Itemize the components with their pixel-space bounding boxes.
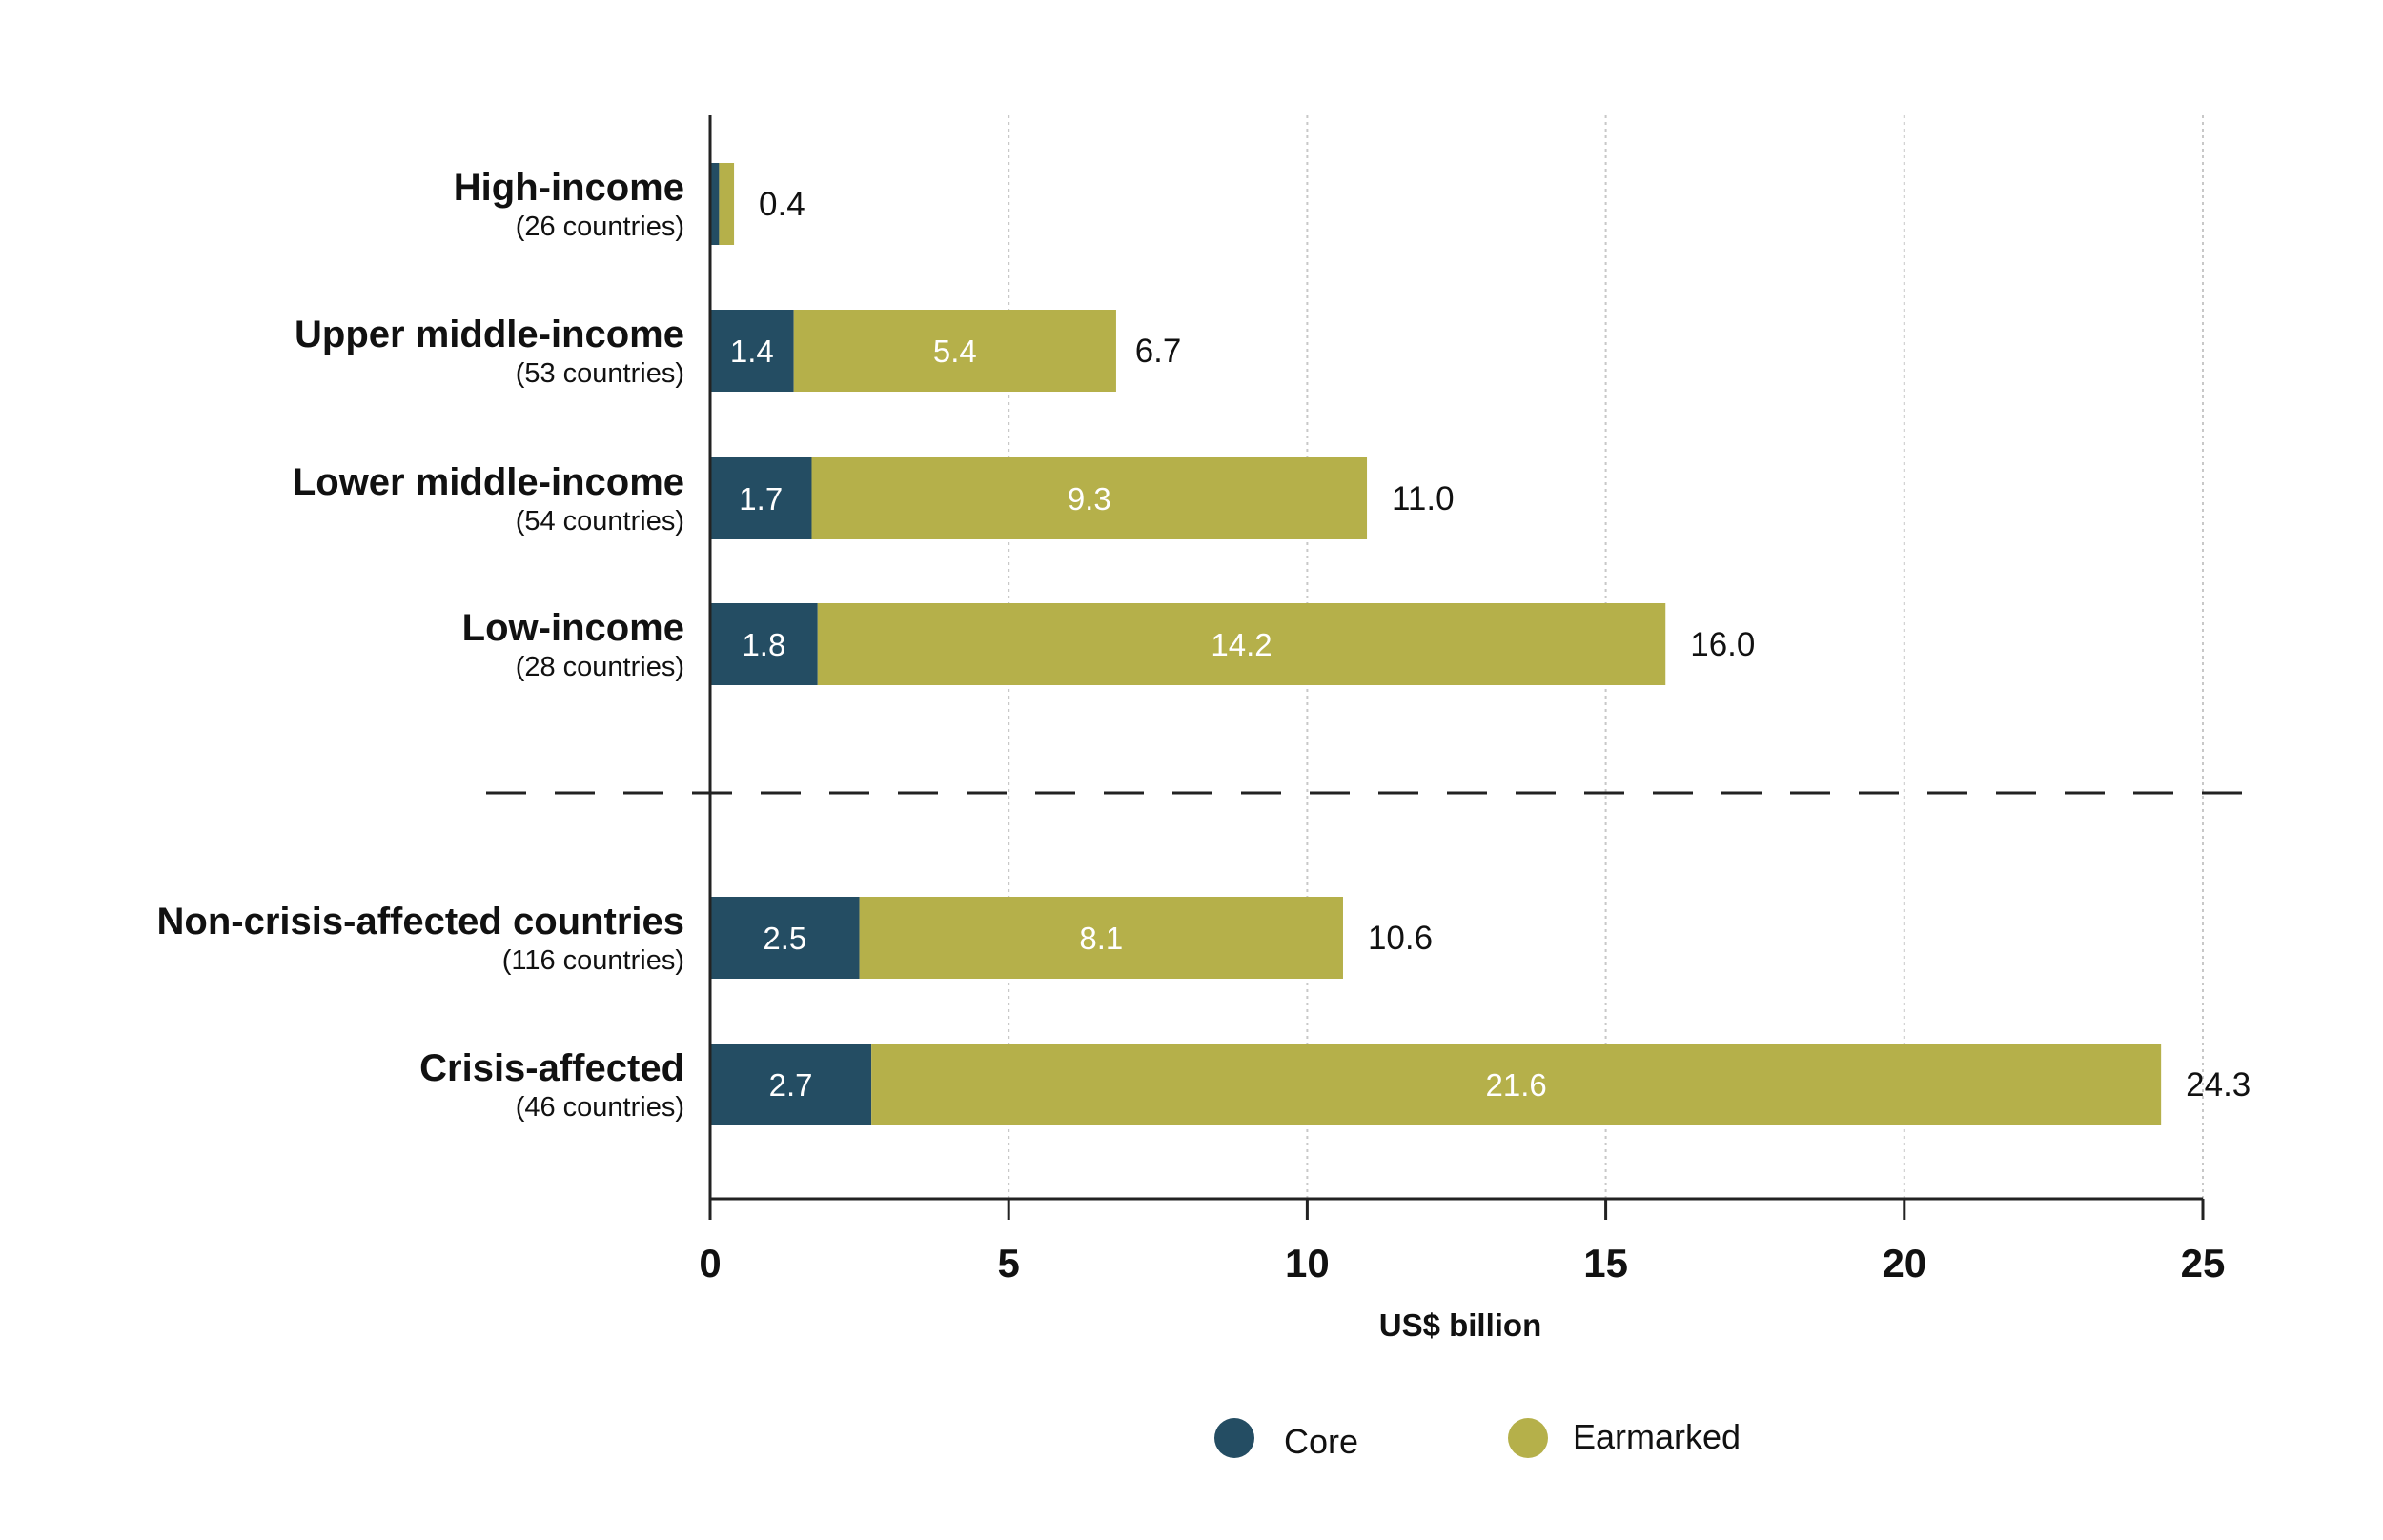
segment-value-label: 9.3	[1068, 481, 1111, 517]
legend-earmarked-swatch	[1508, 1418, 1548, 1458]
category-label: Upper middle-income	[295, 314, 684, 355]
legend-core-label: Core	[1284, 1422, 1358, 1461]
segment-value-label: 21.6	[1486, 1067, 1547, 1103]
x-tick-label: 0	[699, 1241, 721, 1286]
segment-value-label: 1.7	[739, 481, 783, 517]
total-value-label: 24.3	[2186, 1066, 2251, 1104]
x-tick-label: 20	[1882, 1241, 1926, 1286]
segment-value-label: 14.2	[1211, 627, 1272, 662]
total-value-label: 11.0	[1392, 480, 1455, 517]
bar-segment-core	[710, 897, 860, 979]
x-tick-label: 15	[1583, 1241, 1628, 1286]
segment-value-label: 2.7	[769, 1067, 813, 1103]
bar-segment-earmarked	[811, 457, 1368, 539]
total-value-label: 0.4	[759, 186, 805, 223]
bar-segment-core	[710, 603, 818, 685]
x-axis-title: US$ billion	[1379, 1307, 1542, 1343]
total-value-label: 16.0	[1690, 626, 1755, 663]
category-sublabel: (116 countries)	[502, 945, 684, 976]
total-value-label: 6.7	[1135, 333, 1182, 370]
category-label: Low-income	[462, 607, 684, 649]
category-sublabel: (26 countries)	[516, 212, 684, 242]
bar-segment-core	[710, 310, 794, 392]
bars: 0.4 1.4 5.4 6.7 1.7 9.3 11.0 1.8 14.2 16.0 2.5 8.1 1…	[710, 163, 2251, 1125]
bar-segment-earmarked	[719, 163, 735, 245]
bar-segment-core	[710, 457, 812, 539]
bar-segment-core	[710, 1044, 872, 1125]
segment-value-label: 2.5	[763, 921, 806, 956]
category-label: Non-crisis-affected countries	[157, 901, 684, 942]
bar-segment-earmarked	[817, 603, 1666, 685]
legend-earmarked-label: Earmarked	[1573, 1417, 1741, 1456]
category-sublabel: (46 countries)	[516, 1092, 684, 1123]
category-label: Crisis-affected	[419, 1047, 684, 1089]
legend: Core Earmarked	[1214, 1417, 1741, 1461]
x-axis-ticks: 0 5 10 15 20 25	[699, 1199, 2225, 1286]
total-value-label: 10.6	[1368, 920, 1433, 957]
bar-segment-earmarked	[859, 897, 1343, 979]
segment-value-label: 5.4	[933, 334, 977, 369]
category-sublabel: (53 countries)	[516, 358, 684, 389]
legend-core-swatch	[1214, 1418, 1254, 1458]
category-label: High-income	[454, 167, 684, 209]
segment-value-label: 8.1	[1079, 921, 1123, 956]
bar-segment-core	[710, 163, 720, 245]
category-sublabel: (28 countries)	[516, 652, 684, 682]
segment-value-label: 1.4	[730, 334, 774, 369]
category-label: Lower middle-income	[293, 461, 684, 503]
bar-segment-earmarked	[793, 310, 1116, 392]
category-sublabel: (54 countries)	[516, 506, 684, 537]
segment-value-label: 1.8	[742, 627, 785, 662]
category-labels: High-income(26 countries) Upper middle-in…	[157, 167, 684, 1123]
x-tick-label: 10	[1285, 1241, 1330, 1286]
x-tick-label: 25	[2181, 1241, 2226, 1286]
x-tick-label: 5	[998, 1241, 1020, 1286]
bar-segment-earmarked	[871, 1044, 2162, 1125]
